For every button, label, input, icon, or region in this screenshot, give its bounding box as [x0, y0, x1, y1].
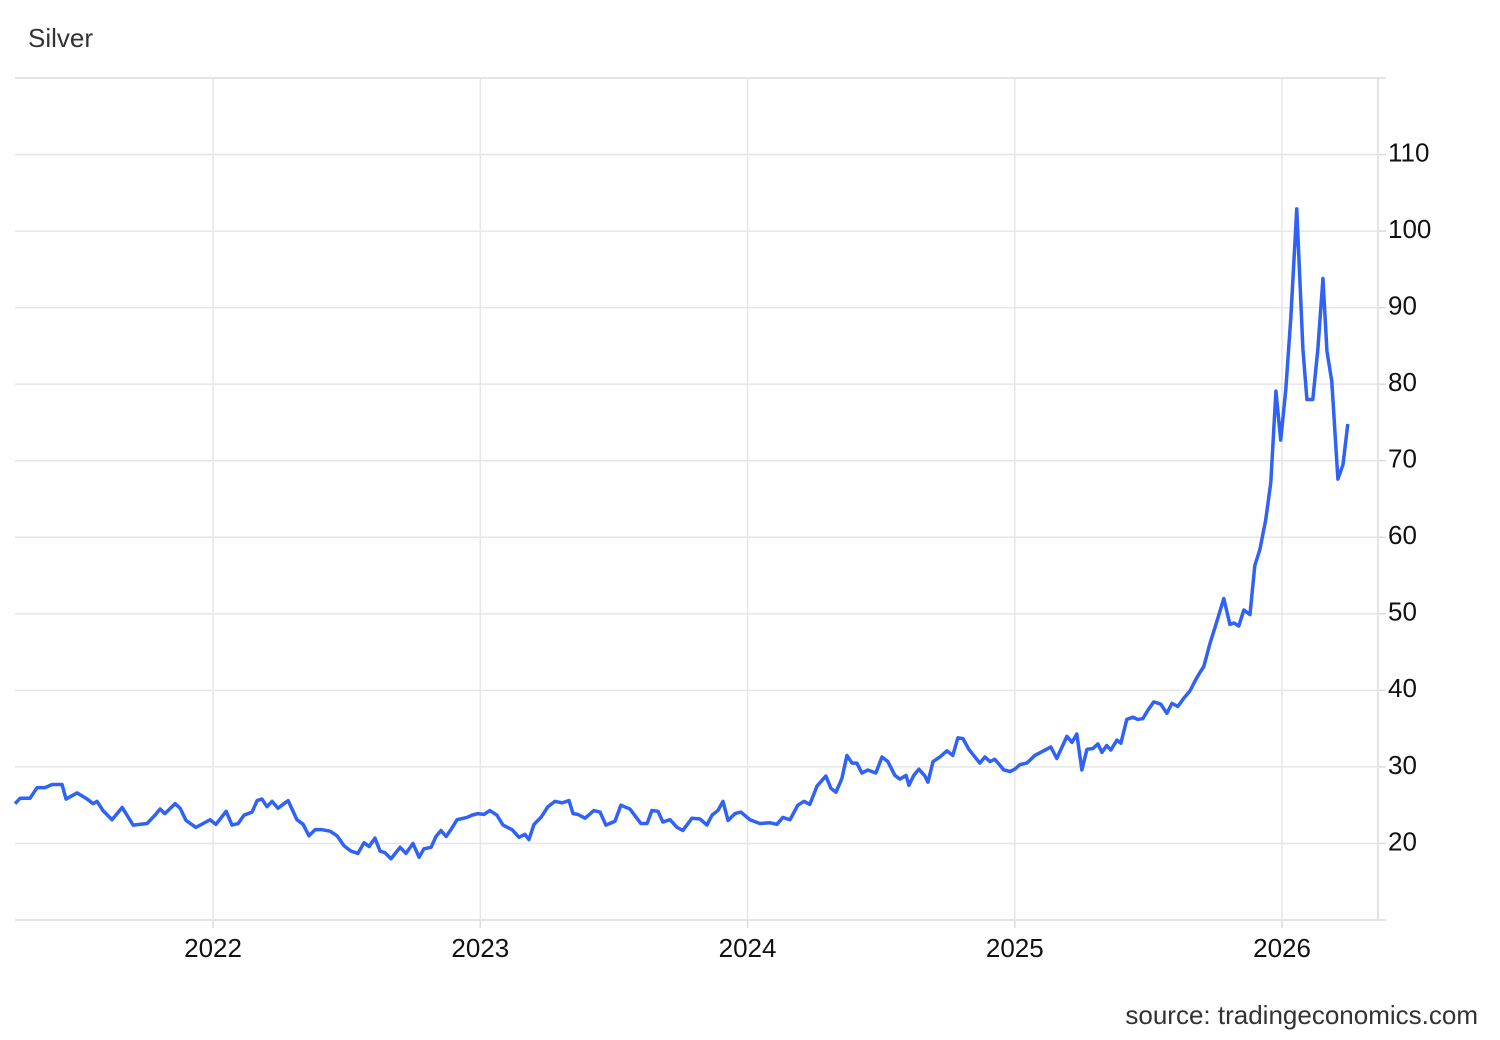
x-tick-label: 2025 [986, 933, 1044, 963]
x-tick-label: 2026 [1253, 933, 1311, 963]
y-tick-label: 50 [1388, 597, 1417, 627]
x-tick-label: 2023 [451, 933, 509, 963]
source-note: source: tradingeconomics.com [1125, 1000, 1478, 1030]
x-tick-label: 2024 [719, 933, 777, 963]
y-tick-label: 60 [1388, 520, 1417, 550]
price-line [13, 207, 1350, 861]
y-tick-label: 20 [1388, 826, 1417, 856]
y-tick-label: 40 [1388, 673, 1417, 703]
y-tick-label: 70 [1388, 444, 1417, 474]
y-tick-label: 100 [1388, 214, 1431, 244]
y-tick-label: 30 [1388, 750, 1417, 780]
y-tick-label: 110 [1388, 137, 1429, 167]
x-tick-label: 2022 [184, 933, 242, 963]
y-tick-label: 90 [1388, 291, 1417, 321]
chart-title: Silver [28, 23, 93, 53]
y-tick-label: 80 [1388, 367, 1417, 397]
